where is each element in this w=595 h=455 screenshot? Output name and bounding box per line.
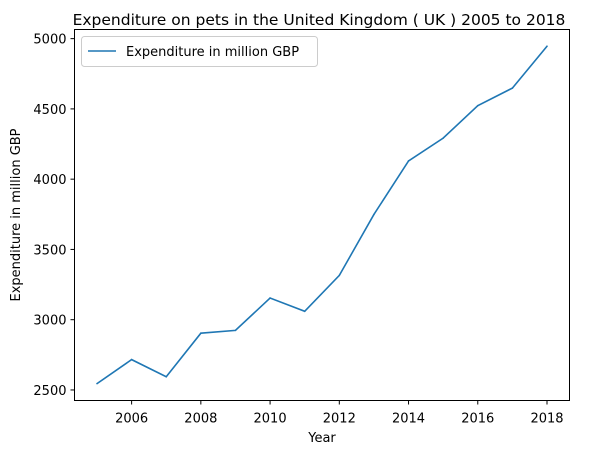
x-tick-label: 2016 [461, 412, 494, 427]
data-point [303, 310, 306, 313]
data-point [269, 297, 271, 299]
y-axis-label: Expenditure in million GBP [9, 128, 24, 301]
x-tick-label: 2008 [184, 412, 217, 427]
y-axis: 2500 3000 3500 4000 4500 5000 [33, 33, 75, 399]
y-tick-label: 3000 [33, 314, 66, 329]
x-axis-label: Year [307, 431, 336, 446]
series-line-expenditure [96, 45, 548, 385]
chart-title: Expenditure on pets in the United Kingdo… [73, 11, 566, 29]
data-point [96, 382, 98, 385]
x-tick-label: 2012 [323, 412, 356, 427]
x-tick-label: 2010 [254, 412, 287, 427]
x-tick-label: 2018 [530, 412, 563, 427]
data-point [407, 160, 410, 162]
data-point [200, 332, 202, 334]
data-point [442, 137, 444, 139]
x-axis: 2006 2008 2010 2012 2014 2016 2018 [115, 400, 564, 427]
data-point [476, 104, 479, 107]
y-tick-label: 2500 [33, 384, 66, 399]
x-tick-label: 2014 [392, 412, 425, 427]
legend: Expenditure in million GBP [81, 36, 318, 67]
legend-box [81, 36, 318, 67]
y-tick-label: 3500 [33, 243, 66, 258]
data-point [130, 358, 133, 361]
data-point [511, 87, 514, 89]
data-point [165, 375, 168, 378]
legend-label: Expenditure in million GBP [126, 45, 299, 60]
data-point [546, 45, 548, 48]
data-point [234, 329, 237, 332]
data-point [373, 213, 375, 216]
x-tick-label: 2006 [115, 412, 148, 427]
data-point [338, 274, 341, 277]
data-points [96, 45, 548, 385]
plot-area [74, 29, 570, 401]
y-tick-label: 4000 [33, 173, 66, 188]
y-tick-label: 4500 [33, 103, 66, 118]
y-tick-label: 5000 [33, 33, 66, 48]
